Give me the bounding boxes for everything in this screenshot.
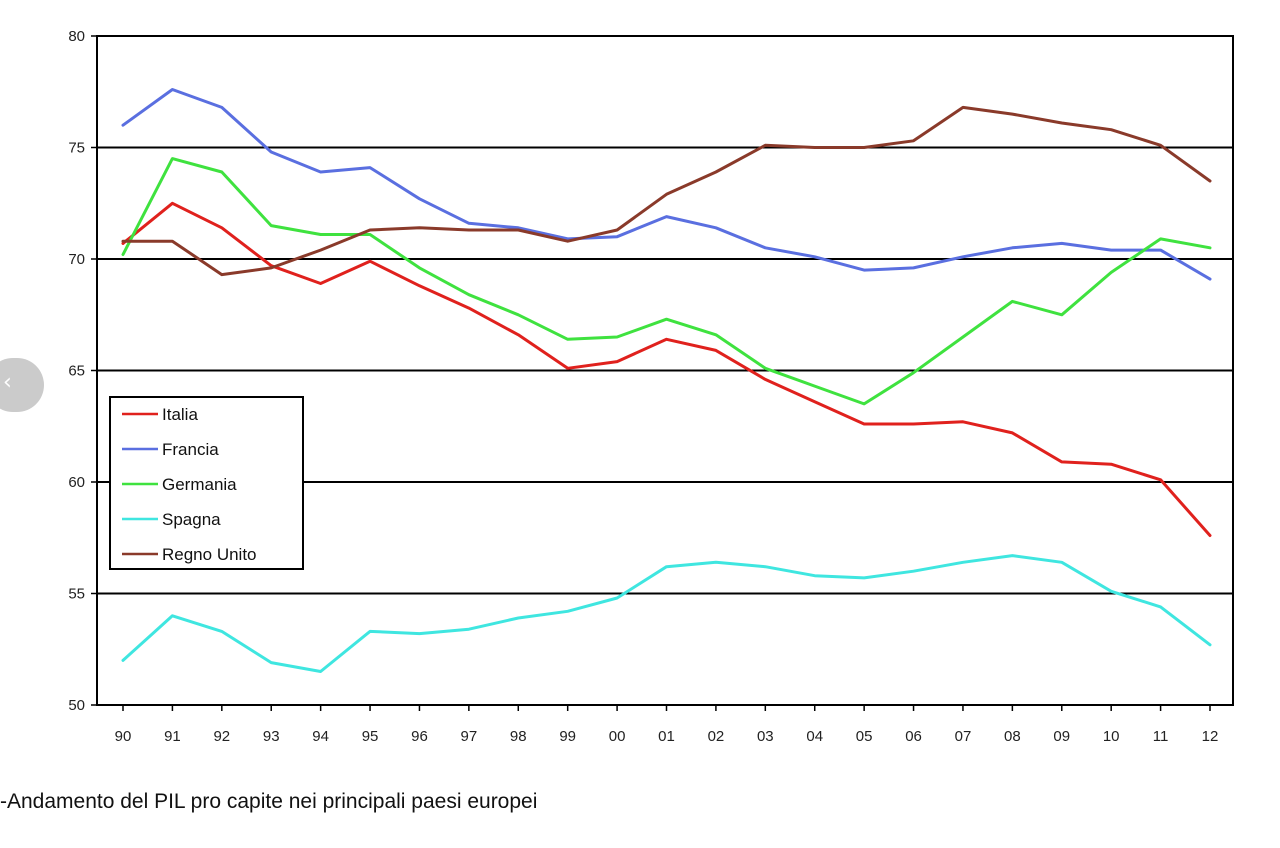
legend-label: Italia: [162, 405, 198, 424]
x-tick-label: 10: [1103, 728, 1120, 745]
x-tick-label: 98: [510, 728, 527, 745]
x-tick-label: 08: [1004, 728, 1021, 745]
x-tick-label: 90: [115, 728, 132, 745]
series-line-spagna: [121, 554, 1212, 673]
x-tick-label: 02: [708, 728, 725, 745]
x-tick-label: 95: [362, 728, 379, 745]
series-line-germania: [121, 157, 1212, 406]
series-lines: [121, 88, 1212, 673]
x-tick-label: 00: [609, 728, 626, 745]
series-line-francia: [121, 88, 1212, 281]
y-tick-label: 80: [68, 28, 85, 45]
y-tick-label: 55: [68, 586, 85, 603]
previous-image-button[interactable]: ‹: [0, 358, 44, 412]
x-tick-label: 09: [1053, 728, 1070, 745]
x-tick-label: 92: [213, 728, 230, 745]
y-tick-label: 60: [68, 474, 85, 491]
x-tick-label: 11: [1153, 728, 1169, 745]
y-tick-label: 70: [68, 251, 85, 268]
series-line-regno-unito: [121, 105, 1212, 277]
x-tick-label: 12: [1202, 728, 1219, 745]
legend-label: Francia: [162, 440, 219, 459]
y-tick-label: 75: [68, 140, 85, 157]
x-tick-label: 97: [461, 728, 478, 745]
x-tick-label: 06: [905, 728, 922, 745]
legend: Italia Francia Germania Spagna Regno Unito: [109, 396, 304, 570]
x-tick-label: 01: [658, 728, 675, 745]
chart-svg: 50 55 60 65 70 75 80 90 91 92 93 94 95 96 97 98 99 00 01 02…: [68, 28, 1234, 745]
x-tick-label: 99: [559, 728, 576, 745]
line-chart: 50 55 60 65 70 75 80 90 91 92 93 94 95 96 97 98 99 00 01 02…: [68, 28, 1234, 745]
chevron-left-icon: ‹: [3, 370, 12, 395]
x-tick-label: 07: [955, 728, 972, 745]
y-tick-label: 50: [68, 697, 85, 714]
series-line-italia: [121, 201, 1212, 537]
figure-caption: -Andamento del PIL pro capite nei princi…: [0, 790, 538, 813]
plot-frame: [96, 35, 1234, 706]
x-tick-label: 94: [312, 728, 329, 745]
legend-label: Spagna: [162, 510, 221, 529]
x-tick-label: 03: [757, 728, 774, 745]
x-tick-label: 91: [164, 728, 181, 745]
legend-label: Regno Unito: [162, 545, 257, 564]
legend-label: Germania: [162, 475, 237, 494]
y-tick-label: 65: [68, 363, 85, 380]
grid-lines: [97, 35, 1233, 706]
axes: 50 55 60 65 70 75 80 90 91 92 93 94 95 96 97 98 99 00 01 02…: [68, 28, 1234, 745]
x-tick-label: 96: [411, 728, 428, 745]
x-tick-label: 05: [856, 728, 873, 745]
x-tick-label: 93: [263, 728, 280, 745]
x-tick-label: 04: [806, 728, 823, 745]
